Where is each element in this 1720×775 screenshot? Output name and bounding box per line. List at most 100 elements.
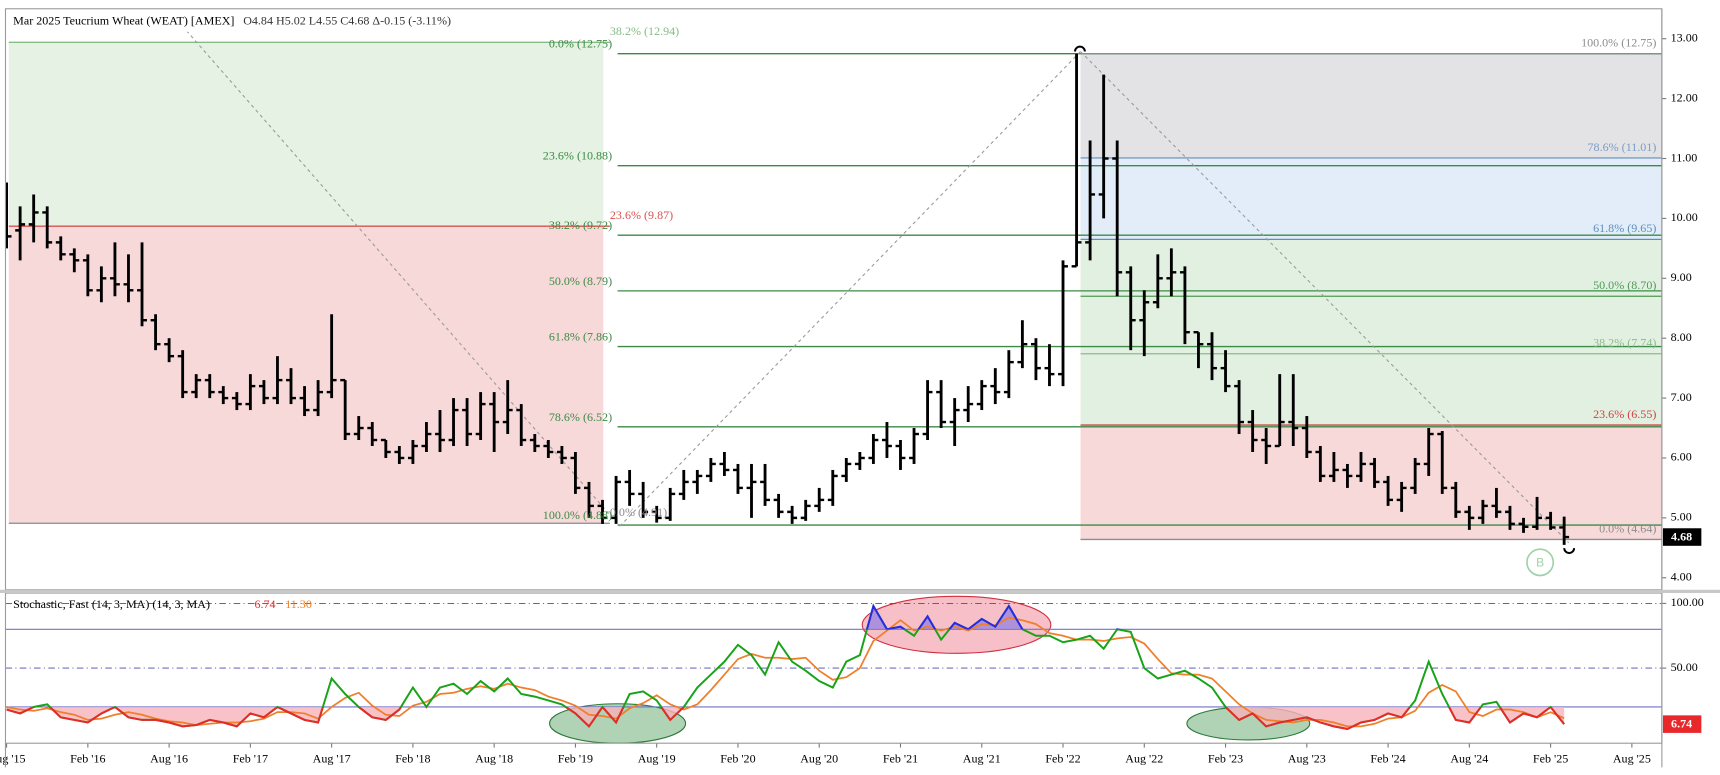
ohlc-bar — [407, 440, 418, 464]
x-tick-label: Aug '22 — [1125, 751, 1163, 765]
ohlc-bar — [1179, 266, 1190, 345]
ohlc-bar — [1328, 451, 1339, 482]
ohlc-bar — [976, 380, 987, 411]
ohlc-bar — [1559, 516, 1570, 545]
fib-label: 38.2% (7.74) — [1593, 336, 1656, 350]
fib-zone — [1080, 53, 1662, 158]
y-tick-label: 11.00 — [1671, 150, 1698, 164]
ohlc-bar — [109, 242, 120, 297]
x-tick-label: Feb '16 — [70, 751, 105, 765]
ohlc-bar — [543, 440, 554, 458]
ohlc-bar — [800, 499, 811, 521]
signal-badge — [1526, 548, 1555, 577]
ohlc-bar — [435, 410, 445, 452]
x-tick-label: Feb '22 — [1045, 751, 1080, 765]
ohlc-bar — [380, 438, 391, 458]
ohlc-bar — [1342, 463, 1353, 488]
ohlc-bar — [597, 499, 608, 524]
fib-label: 38.2% (12.94) — [610, 24, 679, 38]
x-tick-label: Aug '18 — [475, 751, 513, 765]
ohlc-bar — [814, 487, 825, 512]
ohlc-bar — [854, 451, 865, 470]
ohlc-bar — [936, 380, 947, 429]
ohlc-bar — [529, 434, 540, 452]
ohlc-bar — [1085, 140, 1096, 261]
ohlc-bar — [705, 457, 716, 482]
ohlc-bar — [922, 380, 933, 441]
fib-label: 78.6% (6.52) — [549, 410, 612, 424]
last-k-box — [1662, 715, 1702, 733]
y-tick-label: 4.00 — [1671, 570, 1692, 584]
x-tick-label: Aug '19 — [638, 751, 676, 765]
ohlc-bar — [692, 469, 703, 494]
ohlc-bar — [665, 487, 676, 521]
fib-label: 23.6% (9.87) — [610, 208, 673, 222]
ohlc-bar — [502, 380, 513, 435]
ohlc-bar — [177, 350, 188, 399]
fib-label: 0.0% (4.91) — [610, 505, 667, 519]
ohlc-bar — [96, 266, 107, 303]
fib-label: 61.8% (9.65) — [1593, 221, 1656, 235]
ohlc-bar — [42, 206, 53, 249]
x-tick-label: Aug '17 — [313, 751, 351, 765]
x-axis: Aug '15 Feb '16 Aug '16 Feb '17 Aug '17 Feb '… — [0, 743, 1651, 765]
fib-label: 23.6% (6.55) — [1593, 407, 1656, 421]
fib-zone — [8, 226, 604, 524]
ohlc-bar — [1518, 517, 1529, 533]
ohlc-bar — [1071, 53, 1082, 268]
ohlc-bar — [1030, 338, 1041, 381]
ohlc-bar — [990, 368, 1001, 405]
y-tick-label: 13.00 — [1671, 30, 1698, 44]
x-tick-label: Feb '17 — [233, 751, 268, 765]
y-tick-label: 6.00 — [1671, 450, 1692, 464]
fib-zone — [1080, 425, 1662, 540]
ohlc-bar — [1369, 457, 1380, 488]
fib-zone — [1080, 239, 1662, 297]
last-price-label: 4.68 — [1671, 529, 1692, 543]
fib-label: 61.8% (7.86) — [549, 330, 612, 344]
stochastic-d-readout: 11.30 — [285, 597, 312, 611]
ohlc-bar — [286, 368, 296, 405]
ohlc-bar — [448, 398, 459, 446]
ohlc-bar — [868, 434, 879, 464]
ohlc-bar — [841, 457, 852, 482]
ohlc-bar — [367, 422, 378, 446]
ohlc-bar — [1207, 332, 1217, 381]
ohlc-bar — [895, 440, 906, 470]
ohlc-bar — [137, 242, 147, 327]
ohlc-bar — [353, 416, 364, 441]
ohlc-bar — [638, 481, 649, 518]
ohlc-bar — [1017, 320, 1028, 369]
ohlc-bar — [1464, 505, 1475, 530]
ohlc-bar — [1234, 380, 1245, 435]
y-tick-label: 8.00 — [1671, 330, 1692, 344]
ohlc-bar — [55, 236, 66, 261]
last-price-box — [1662, 528, 1702, 546]
ohlc-bar — [827, 469, 838, 506]
ohlc-bar — [1166, 248, 1177, 297]
ohlc-bar — [1315, 445, 1326, 482]
ohlc-bar — [1450, 481, 1461, 518]
ohlc-bar — [1532, 496, 1542, 530]
ohlc-bar — [123, 254, 134, 303]
stochastic-panel — [5, 595, 1662, 744]
stochastic-title: Stochastic, Fast (14, 3, MA) (14, 3, MA) — [13, 597, 210, 611]
ohlc-bar — [150, 314, 161, 351]
x-tick-label: Feb '20 — [720, 751, 755, 765]
stochastic-k-oversold — [6, 706, 1565, 730]
swing-marker — [1563, 547, 1576, 554]
ohlc-bar — [1125, 266, 1136, 351]
ohlc-bar — [1477, 499, 1488, 524]
ohlc-bar — [678, 469, 689, 500]
ohlc-bar — [760, 463, 770, 506]
ohlc-bar — [191, 374, 202, 399]
stochastic-axis: 100.00 50.00 6.74 — [1661, 595, 1704, 733]
ohlc-bar — [1383, 475, 1394, 506]
last-k-label: 6.74 — [1671, 716, 1692, 730]
y-tick-label: 7.00 — [1671, 390, 1692, 404]
x-axis-clip: Aug '15 Feb '16 Aug '16 Feb '17 Aug '17 Feb '… — [0, 751, 1651, 765]
ohlc-bar — [1410, 457, 1421, 494]
y-tick-label: 10.00 — [1671, 210, 1698, 224]
fib-label: 0.0% (4.64) — [1599, 521, 1656, 535]
ohlc-bar — [1505, 505, 1515, 530]
